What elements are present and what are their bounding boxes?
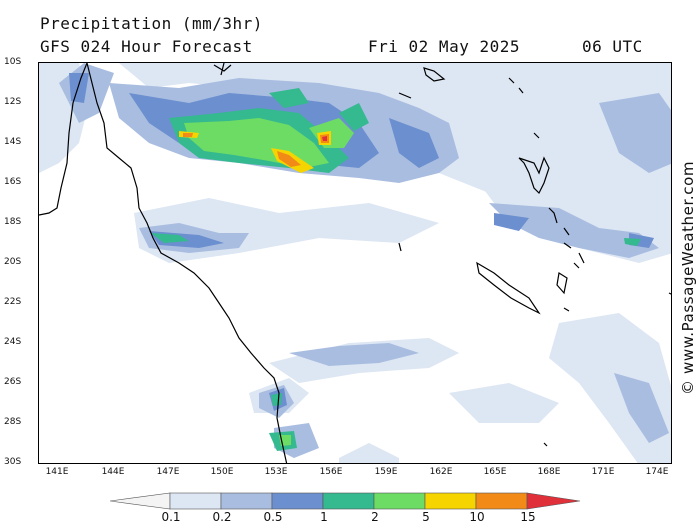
lat-label: 28S	[4, 417, 22, 427]
lon-label: 159E	[374, 467, 398, 477]
legend-swatch	[373, 492, 426, 510]
legend-label: 2	[371, 510, 379, 524]
forecast-subtitle: GFS 024 Hour Forecast	[40, 37, 253, 56]
legend-swatch	[169, 492, 222, 510]
legend-label: 0.2	[212, 510, 232, 524]
lon-label: 141E	[45, 467, 69, 477]
lat-label: 18S	[4, 217, 22, 227]
lon-label: 171E	[591, 467, 615, 477]
forecast-date: Fri 02 May 2025	[368, 37, 520, 56]
credit-text: © www.PassageWeather.com	[679, 160, 697, 395]
lon-label: 174E	[645, 467, 669, 477]
lon-label: 168E	[537, 467, 561, 477]
lon-label: 144E	[101, 467, 125, 477]
lon-label: 165E	[483, 467, 507, 477]
legend-swatch	[322, 492, 375, 510]
lat-label: 26S	[4, 377, 22, 387]
precip-red	[322, 136, 327, 141]
lat-label: 14S	[4, 137, 22, 147]
legend-swatch	[220, 492, 273, 510]
legend-label: 0.5	[263, 510, 283, 524]
precipitation-map	[38, 62, 672, 464]
legend-label: 0.1	[161, 510, 181, 524]
lat-label: 10S	[4, 57, 22, 67]
lat-label: 24S	[4, 337, 22, 347]
legend-swatch	[526, 492, 581, 510]
lon-label: 156E	[319, 467, 343, 477]
lat-label: 12S	[4, 97, 22, 107]
coastlines	[39, 63, 671, 463]
map-title: Precipitation (mm/3hr)	[40, 14, 263, 33]
legend-swatch	[110, 492, 171, 510]
legend-colorbar	[110, 492, 581, 510]
lat-label: 16S	[4, 177, 22, 187]
map-canvas	[39, 63, 671, 463]
legend-label: 10	[469, 510, 485, 524]
lat-label: 20S	[4, 257, 22, 267]
lat-label: 30S	[4, 457, 22, 467]
legend-label: 1	[320, 510, 328, 524]
forecast-time: 06 UTC	[582, 37, 643, 56]
legend-label: 15	[520, 510, 536, 524]
legend-swatch	[475, 492, 528, 510]
legend-swatch	[271, 492, 324, 510]
legend-label: 5	[422, 510, 430, 524]
lon-label: 147E	[156, 467, 180, 477]
lon-label: 150E	[210, 467, 234, 477]
lon-label: 153E	[264, 467, 288, 477]
lon-label: 162E	[429, 467, 453, 477]
legend-swatch	[424, 492, 477, 510]
lat-label: 22S	[4, 297, 22, 307]
